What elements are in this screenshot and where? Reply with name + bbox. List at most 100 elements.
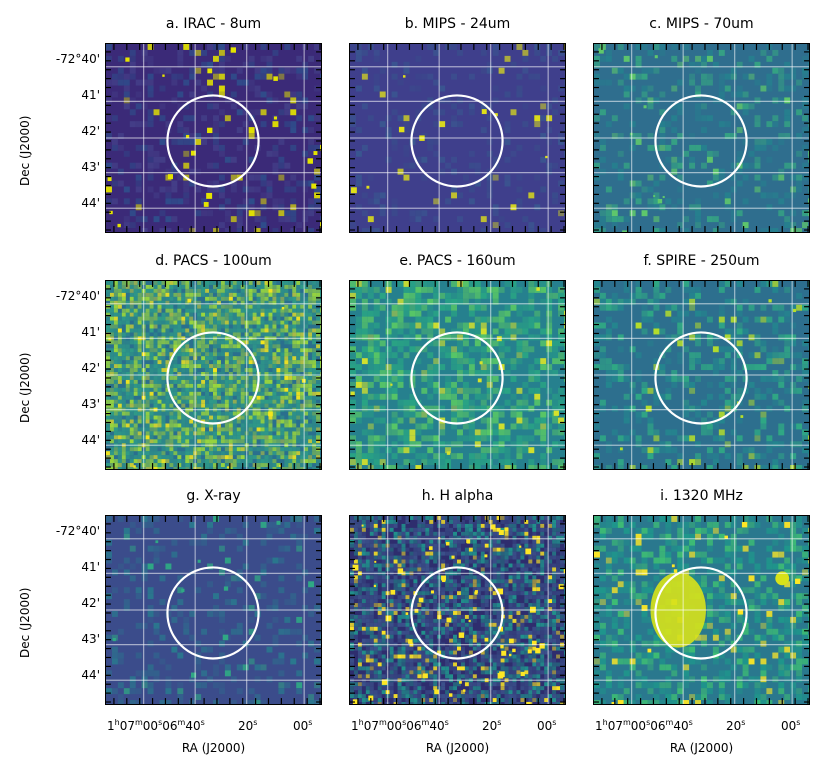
image-pixel xyxy=(427,44,434,50)
image-pixel xyxy=(516,328,523,335)
image-pixel xyxy=(736,387,743,394)
image-pixel xyxy=(355,328,362,335)
image-pixel xyxy=(165,216,172,223)
image-pixel xyxy=(268,447,273,452)
image-pixel xyxy=(201,85,208,92)
image-pixel xyxy=(474,435,481,442)
image-pixel xyxy=(706,55,713,62)
image-pixel xyxy=(240,316,245,321)
image-pixel xyxy=(552,358,559,365)
image-pixel xyxy=(474,322,481,329)
image-pixel xyxy=(659,447,666,454)
image-pixel xyxy=(474,286,481,293)
image-pixel xyxy=(181,356,186,361)
image-pixel xyxy=(647,133,654,139)
image-pixel xyxy=(296,73,303,80)
image-pixel xyxy=(145,352,150,357)
image-pixel xyxy=(161,352,166,357)
image-pixel xyxy=(397,322,404,329)
image-pixel xyxy=(564,346,565,353)
image-pixel xyxy=(173,368,178,373)
image-pixel xyxy=(300,324,305,329)
image-pixel xyxy=(361,310,368,317)
image-pixel xyxy=(292,344,297,349)
image-pixel xyxy=(594,115,600,122)
image-pixel xyxy=(129,403,134,408)
image-pixel xyxy=(379,121,386,128)
image-pixel xyxy=(276,391,281,396)
image-pixel xyxy=(486,417,493,424)
image-pixel xyxy=(145,344,150,349)
image-pixel xyxy=(320,328,321,333)
image-pixel xyxy=(599,435,606,442)
image-pixel xyxy=(689,381,696,388)
image-pixel xyxy=(205,284,210,289)
image-pixel xyxy=(706,423,713,430)
image-pixel xyxy=(796,364,803,371)
image-pixel xyxy=(185,281,190,285)
image-pixel xyxy=(256,281,261,285)
image-pixel xyxy=(145,419,150,424)
image-pixel xyxy=(718,358,725,365)
image-pixel xyxy=(304,316,309,321)
image-pixel xyxy=(242,61,249,68)
image-pixel xyxy=(796,423,803,430)
image-pixel xyxy=(125,383,130,388)
image-pixel xyxy=(468,150,475,157)
image-pixel xyxy=(599,352,606,359)
image-pixel xyxy=(248,455,253,460)
image-pixel xyxy=(641,73,648,80)
image-pixel xyxy=(232,403,237,408)
image-pixel xyxy=(772,399,779,406)
image-pixel xyxy=(125,281,130,285)
image-pixel xyxy=(260,427,265,432)
image-pixel xyxy=(350,292,356,299)
image-pixel xyxy=(468,429,475,436)
image-pixel xyxy=(248,459,253,464)
image-pixel xyxy=(706,411,713,418)
image-pixel xyxy=(433,281,440,287)
image-pixel xyxy=(228,459,233,464)
image-pixel xyxy=(528,364,535,371)
image-pixel xyxy=(213,372,217,376)
image-pixel xyxy=(599,44,606,50)
image-pixel xyxy=(165,316,170,321)
image-pixel xyxy=(169,459,174,464)
image-pixel xyxy=(312,379,317,384)
image-pixel xyxy=(736,156,743,163)
image-pixel xyxy=(498,352,505,359)
image-pixel xyxy=(308,423,313,428)
image-pixel xyxy=(534,429,541,436)
image-pixel xyxy=(157,281,162,285)
image-pixel xyxy=(486,286,493,293)
image-pixel xyxy=(171,73,178,80)
image-pixel xyxy=(145,427,150,432)
image-pixel xyxy=(605,447,612,454)
image-pixel xyxy=(137,312,142,317)
image-pixel xyxy=(605,216,612,223)
image-pixel xyxy=(474,298,481,305)
image-pixel xyxy=(280,419,285,424)
image-pixel xyxy=(111,79,118,86)
image-pixel xyxy=(268,455,273,460)
image-pixel xyxy=(288,455,293,460)
image-pixel xyxy=(433,453,440,460)
image-pixel xyxy=(201,49,208,56)
image-pixel xyxy=(248,451,253,456)
image-pixel xyxy=(540,358,547,365)
image-pixel xyxy=(355,334,362,341)
image-pixel xyxy=(276,372,281,376)
image-pixel xyxy=(161,435,166,440)
image-pixel xyxy=(736,435,743,442)
image-pixel xyxy=(355,281,362,287)
image-pixel xyxy=(445,97,452,104)
image-pixel xyxy=(213,284,217,289)
image-pixel xyxy=(177,439,182,444)
image-pixel xyxy=(276,304,281,309)
image-pixel xyxy=(232,451,237,456)
image-pixel xyxy=(671,370,678,376)
image-pixel xyxy=(754,387,761,394)
image-pixel xyxy=(367,411,374,418)
image-pixel xyxy=(304,352,309,357)
image-pixel xyxy=(564,423,565,430)
